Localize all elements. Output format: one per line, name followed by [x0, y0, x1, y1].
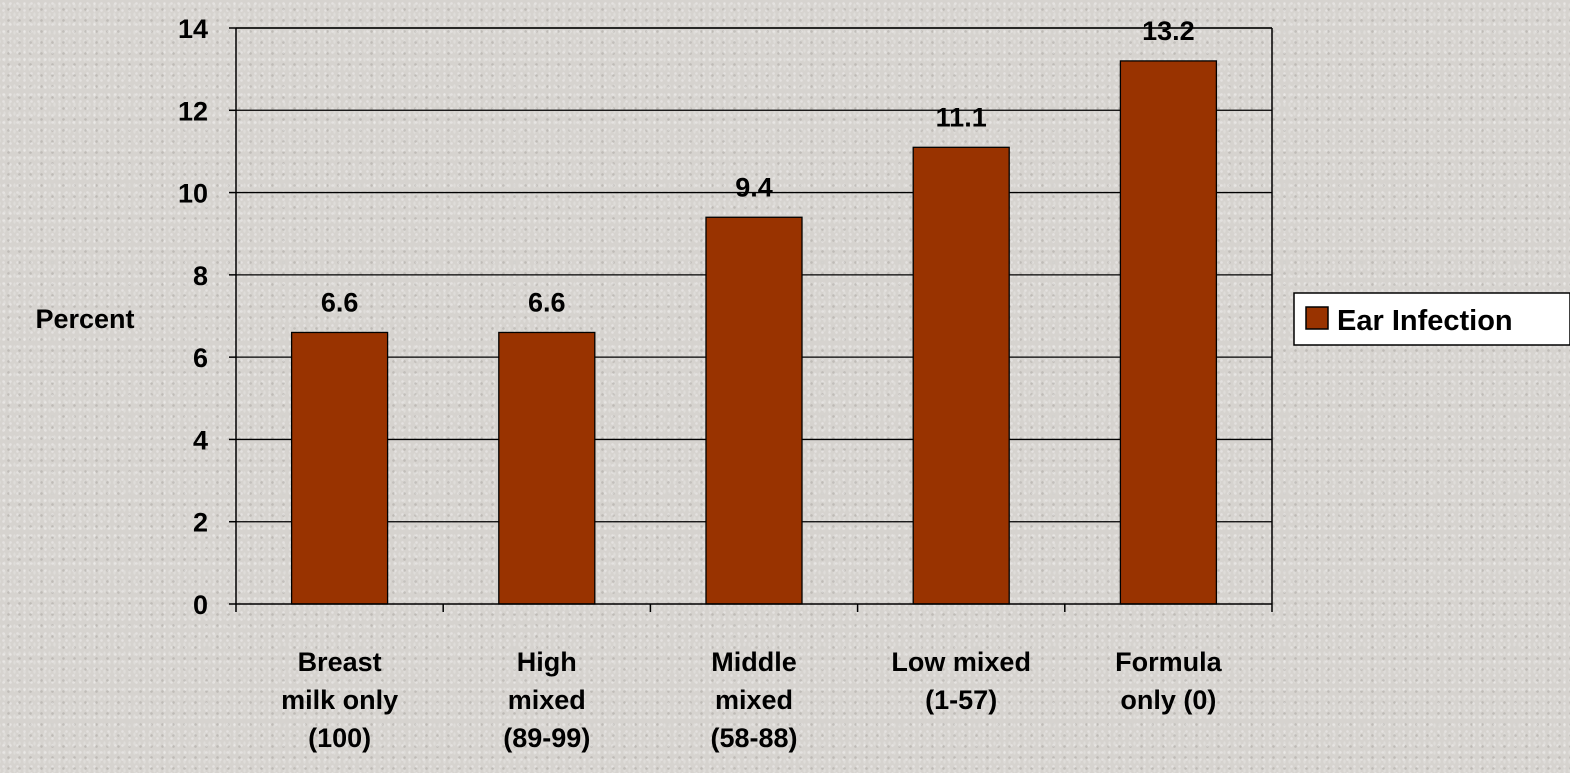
data-label: 6.6	[528, 287, 566, 317]
data-label: 13.2	[1142, 16, 1195, 46]
data-label: 11.1	[936, 102, 987, 132]
bars	[290, 60, 1218, 605]
legend-box	[1293, 292, 1570, 346]
y-tick-label: 12	[178, 96, 208, 126]
data-labels: 6.6 6.6 9.4 11.1 13.2	[321, 16, 1195, 318]
y-axis-label: Percent	[35, 304, 134, 334]
y-tick-label: 2	[193, 508, 208, 538]
y-tick-label: 8	[193, 261, 208, 291]
legend: Ear Infection	[1293, 292, 1570, 346]
bar	[912, 146, 1010, 605]
x-tick-label: Low mixed (1-57)	[891, 647, 1031, 715]
legend-label-ear-infection: Ear Infection	[1337, 305, 1513, 337]
x-tick-label: Formula only (0)	[1115, 647, 1222, 715]
y-tick-label: 14	[178, 14, 208, 44]
y-tick-label: 0	[193, 590, 208, 620]
bar	[498, 331, 596, 605]
y-tick-label: 10	[178, 179, 208, 209]
legend-swatch-ear-infection	[1305, 306, 1329, 330]
x-tick-label: Middle mixed (58-88)	[710, 647, 797, 753]
bar	[1119, 60, 1218, 605]
x-tick-label: High mixed (89-99)	[503, 647, 590, 753]
bar	[290, 331, 389, 605]
data-label: 9.4	[735, 172, 773, 202]
y-tick-labels: 0 2 4 6 8 10 12 14	[178, 14, 208, 620]
data-label: 6.6	[321, 287, 359, 317]
axes	[229, 27, 1273, 612]
y-tick-label: 6	[193, 343, 208, 373]
y-tick-label: 4	[193, 425, 208, 455]
x-tick-label: Breast milk only (100)	[281, 647, 398, 753]
x-tick-labels: Breast milk only (100) High mixed (89-99) Midd…	[281, 647, 1223, 753]
bar	[705, 216, 803, 605]
